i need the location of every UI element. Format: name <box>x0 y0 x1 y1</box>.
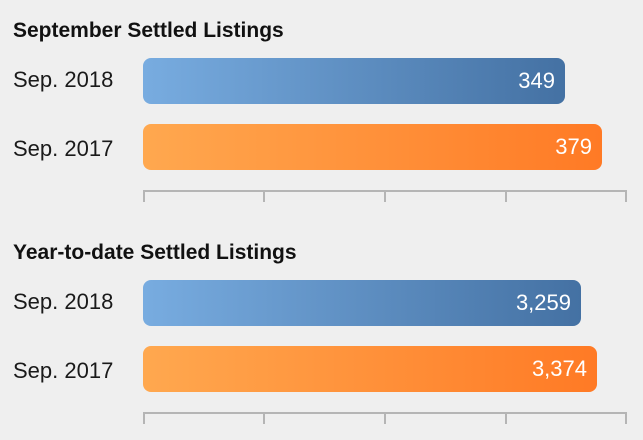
axis-tick <box>505 412 507 424</box>
bar-value-label: 3,374 <box>531 356 587 381</box>
row-label: Sep. 2018 <box>13 67 114 92</box>
axis-tick <box>625 412 627 424</box>
bar-value-label: 3,259 <box>515 290 571 315</box>
bar-prior-year: 379 <box>143 124 602 170</box>
row-label: Sep. 2017 <box>13 358 114 383</box>
axis-tick <box>384 190 386 202</box>
axis-tick <box>263 190 265 202</box>
bar-value-label: 379 <box>555 134 592 159</box>
axis-tick <box>505 190 507 202</box>
chart-title: Year-to-date Settled Listings <box>13 241 297 264</box>
row-label: Sep. 2018 <box>13 289 114 314</box>
axis-tick <box>143 190 145 202</box>
bar-current-year: 3,259 <box>143 280 581 326</box>
axis-tick <box>143 412 145 424</box>
x-axis <box>143 190 627 202</box>
row-label: Sep. 2017 <box>13 136 114 161</box>
axis-tick <box>263 412 265 424</box>
bar-prior-year: 3,374 <box>143 346 597 392</box>
axis-tick <box>625 190 627 202</box>
axis-tick <box>384 412 386 424</box>
bar-current-year: 349 <box>143 58 565 104</box>
x-axis <box>143 412 627 424</box>
bar-value-label: 349 <box>518 68 555 93</box>
chart-title: September Settled Listings <box>13 19 284 42</box>
